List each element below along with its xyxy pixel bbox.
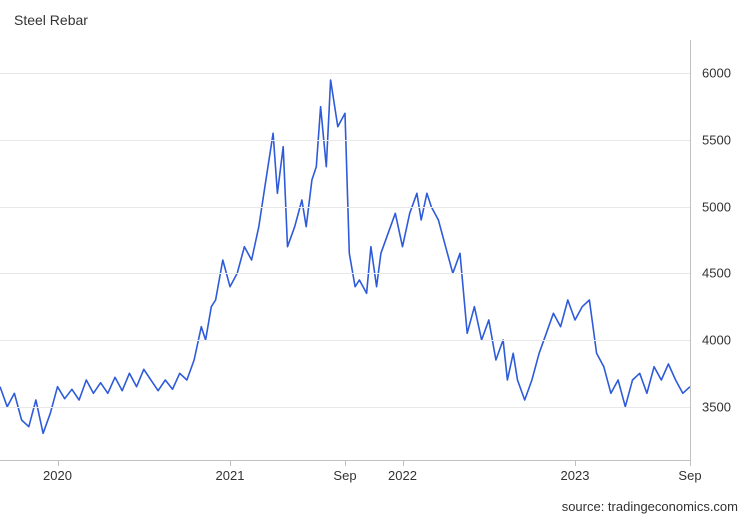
grid-line	[0, 207, 690, 208]
grid-line	[0, 273, 690, 274]
grid-line	[0, 73, 690, 74]
y-tick-label: 3500	[702, 399, 731, 414]
x-tick	[345, 460, 346, 466]
y-tick-label: 4000	[702, 333, 731, 348]
price-line	[0, 80, 690, 433]
y-tick-label: 4500	[702, 266, 731, 281]
grid-line	[0, 340, 690, 341]
x-tick	[58, 460, 59, 466]
x-tick-label: 2021	[216, 468, 245, 483]
y-tick-label: 5500	[702, 133, 731, 148]
chart-title: Steel Rebar	[14, 12, 88, 28]
x-tick-label: Sep	[333, 468, 356, 483]
y-tick-label: 5000	[702, 199, 731, 214]
chart-svg	[0, 40, 690, 460]
x-tick	[690, 460, 691, 466]
plot-area	[0, 40, 691, 461]
grid-line	[0, 407, 690, 408]
x-tick	[403, 460, 404, 466]
x-tick-label: 2022	[388, 468, 417, 483]
x-tick-label: 2023	[561, 468, 590, 483]
y-tick-label: 6000	[702, 66, 731, 81]
source-text: source: tradingeconomics.com	[562, 499, 738, 514]
x-tick-label: 2020	[43, 468, 72, 483]
x-tick	[575, 460, 576, 466]
x-tick-label: Sep	[678, 468, 701, 483]
x-tick	[230, 460, 231, 466]
grid-line	[0, 140, 690, 141]
